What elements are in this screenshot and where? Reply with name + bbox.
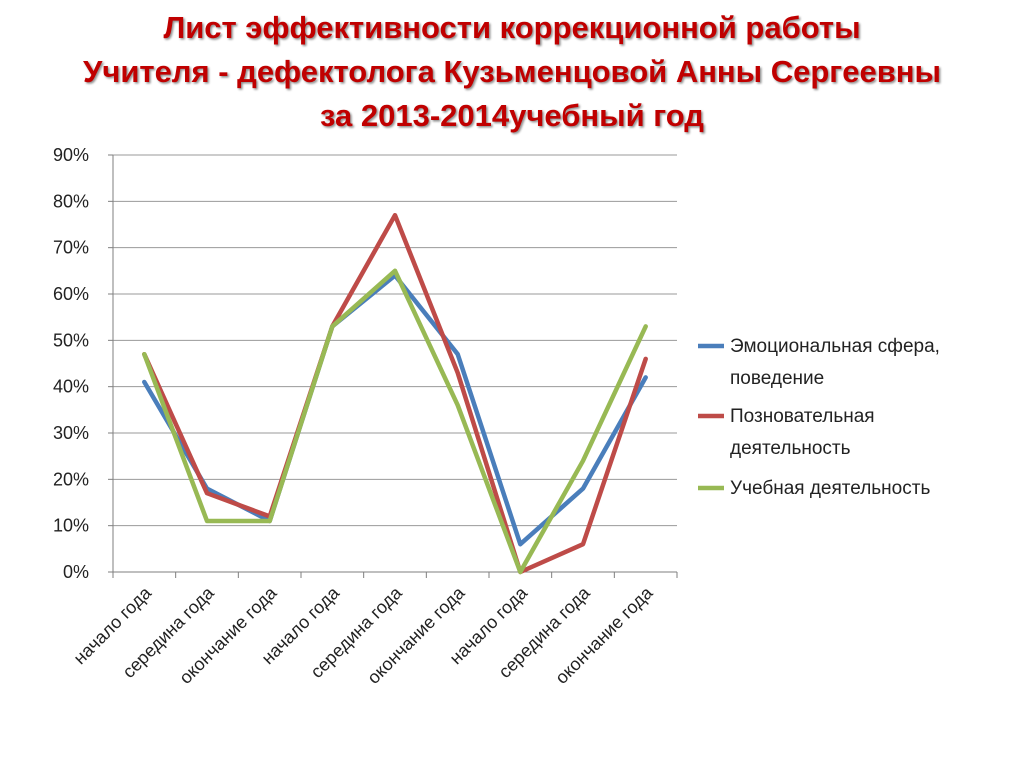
legend-label: деятельность xyxy=(730,438,851,459)
y-tick-label: 90% xyxy=(53,145,89,165)
legend: Эмоциональная сфера, поведение Познователь… xyxy=(698,336,940,499)
chart-title: Лист эффективности коррекционной работы … xyxy=(0,6,1024,138)
series-line-3 xyxy=(142,268,648,575)
y-axis-tick-labels: 0% 10% 20% 30% 40% 50% 60% 70% 80% 90% xyxy=(53,145,89,582)
legend-label: поведение xyxy=(730,368,824,389)
gridlines xyxy=(113,154,677,527)
legend-label: Учебная деятельность xyxy=(730,478,930,499)
y-tick-label: 70% xyxy=(53,238,89,258)
y-tick-label: 0% xyxy=(63,562,89,582)
y-tick-label: 60% xyxy=(53,284,89,304)
axes xyxy=(108,154,678,578)
legend-label: Эмоциональная сфера, xyxy=(730,336,940,357)
y-tick-label: 50% xyxy=(53,330,89,350)
data-series xyxy=(142,212,648,575)
y-tick-label: 80% xyxy=(53,191,89,211)
chart-title-line-2: Учителя - дефектолога Кузьменцовой Анны … xyxy=(83,54,941,89)
legend-label: Позновательная xyxy=(730,406,875,427)
series-line-2 xyxy=(142,212,648,575)
y-tick-label: 30% xyxy=(53,423,89,443)
y-tick-label: 40% xyxy=(53,377,89,397)
series-line-1 xyxy=(142,273,648,547)
chart-title-line-3: за 2013-2014учебный год xyxy=(320,98,704,133)
y-tick-label: 20% xyxy=(53,469,89,489)
chart-title-line-1: Лист эффективности коррекционной работы xyxy=(163,10,861,45)
y-tick-label: 10% xyxy=(53,516,89,536)
